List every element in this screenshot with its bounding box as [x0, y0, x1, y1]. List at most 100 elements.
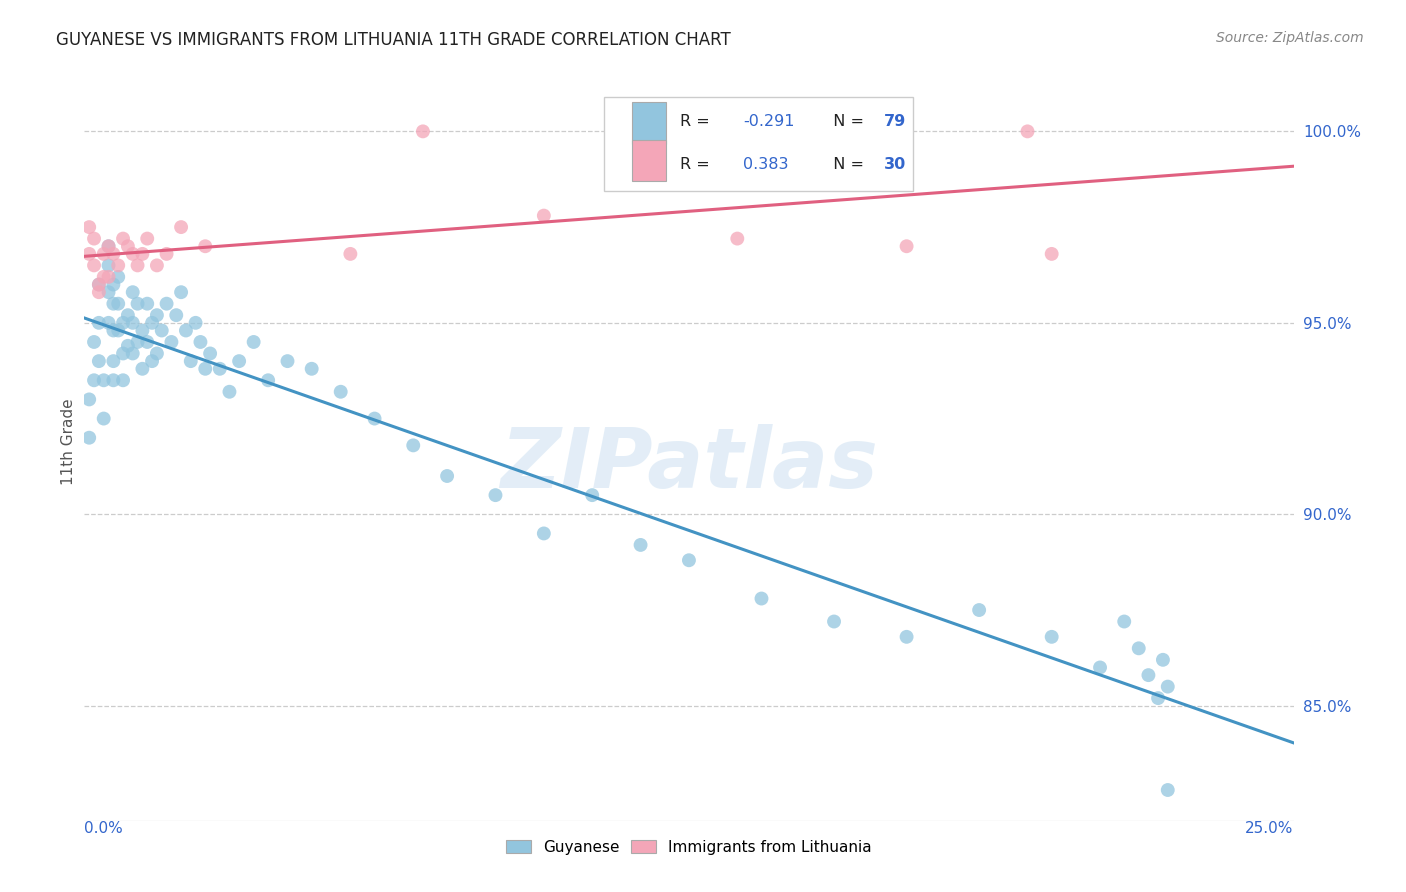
Point [112, 346, 135, 360]
Point [402, 438, 425, 452]
Point [141, 354, 163, 368]
Y-axis label: 11th Grade: 11th Grade [60, 398, 76, 485]
Point [1152, 653, 1174, 667]
Point [1040, 630, 1063, 644]
Point [412, 124, 434, 138]
Point [218, 384, 240, 399]
Point [121, 316, 143, 330]
Point [170, 220, 193, 235]
Point [83, 231, 105, 245]
Point [87, 285, 110, 300]
Point [1114, 615, 1136, 629]
Point [103, 373, 125, 387]
Point [242, 334, 264, 349]
Point [97, 239, 120, 253]
Point [127, 334, 149, 349]
Point [77, 247, 100, 261]
Point [725, 231, 748, 245]
Point [581, 488, 603, 502]
Point [107, 259, 129, 273]
Point [87, 277, 110, 292]
Point [146, 346, 169, 360]
Point [146, 259, 169, 273]
Point [194, 361, 217, 376]
Point [83, 259, 105, 273]
Point [339, 247, 361, 261]
Point [131, 324, 153, 338]
Point [136, 296, 159, 310]
Point [1157, 680, 1180, 694]
Point [136, 231, 159, 245]
Point [103, 354, 125, 368]
Point [1017, 124, 1039, 138]
Point [1088, 660, 1111, 674]
Point [846, 132, 869, 146]
Point [93, 411, 115, 425]
Point [103, 277, 125, 292]
Point [112, 316, 135, 330]
Point [97, 259, 120, 273]
Text: N =: N = [823, 114, 869, 129]
FancyBboxPatch shape [605, 96, 912, 191]
Point [896, 239, 918, 253]
Text: 25.0%: 25.0% [1246, 821, 1294, 836]
Point [533, 209, 555, 223]
Point [228, 354, 250, 368]
Point [97, 285, 120, 300]
Point [131, 361, 153, 376]
Point [194, 239, 217, 253]
Point [363, 411, 385, 425]
Point [823, 615, 845, 629]
Point [150, 324, 173, 338]
Point [121, 346, 143, 360]
Legend: Guyanese, Immigrants from Lithuania: Guyanese, Immigrants from Lithuania [506, 839, 872, 855]
Point [107, 324, 129, 338]
Point [170, 285, 193, 300]
Point [107, 296, 129, 310]
Point [83, 334, 105, 349]
Point [190, 334, 212, 349]
Point [141, 316, 163, 330]
Text: 30: 30 [883, 157, 905, 172]
Point [1147, 691, 1170, 706]
Point [208, 361, 231, 376]
Point [276, 354, 298, 368]
Point [301, 361, 323, 376]
Text: ZIPatlas: ZIPatlas [501, 424, 877, 505]
Text: R =: R = [681, 114, 716, 129]
Point [751, 591, 773, 606]
Point [77, 431, 100, 445]
Point [1128, 641, 1150, 656]
Text: GUYANESE VS IMMIGRANTS FROM LITHUANIA 11TH GRADE CORRELATION CHART: GUYANESE VS IMMIGRANTS FROM LITHUANIA 11… [56, 31, 731, 49]
Text: 0.383: 0.383 [744, 157, 789, 172]
Point [87, 354, 110, 368]
Point [160, 334, 183, 349]
Point [678, 553, 700, 567]
Text: N =: N = [823, 157, 869, 172]
Point [127, 296, 149, 310]
Point [97, 316, 120, 330]
Text: Source: ZipAtlas.com: Source: ZipAtlas.com [1216, 31, 1364, 45]
Point [97, 269, 120, 284]
Point [155, 296, 177, 310]
Point [630, 538, 652, 552]
Point [257, 373, 280, 387]
Point [93, 247, 115, 261]
Point [1137, 668, 1160, 682]
Point [93, 373, 115, 387]
Point [184, 316, 207, 330]
Point [117, 339, 139, 353]
Point [896, 630, 918, 644]
Point [155, 247, 177, 261]
Point [127, 259, 149, 273]
Point [131, 247, 153, 261]
Point [93, 269, 115, 284]
Point [87, 316, 110, 330]
Text: 0.0%: 0.0% [84, 821, 124, 836]
Point [112, 373, 135, 387]
Point [484, 488, 506, 502]
Point [77, 220, 100, 235]
Point [103, 296, 125, 310]
Point [180, 354, 202, 368]
Point [107, 269, 129, 284]
